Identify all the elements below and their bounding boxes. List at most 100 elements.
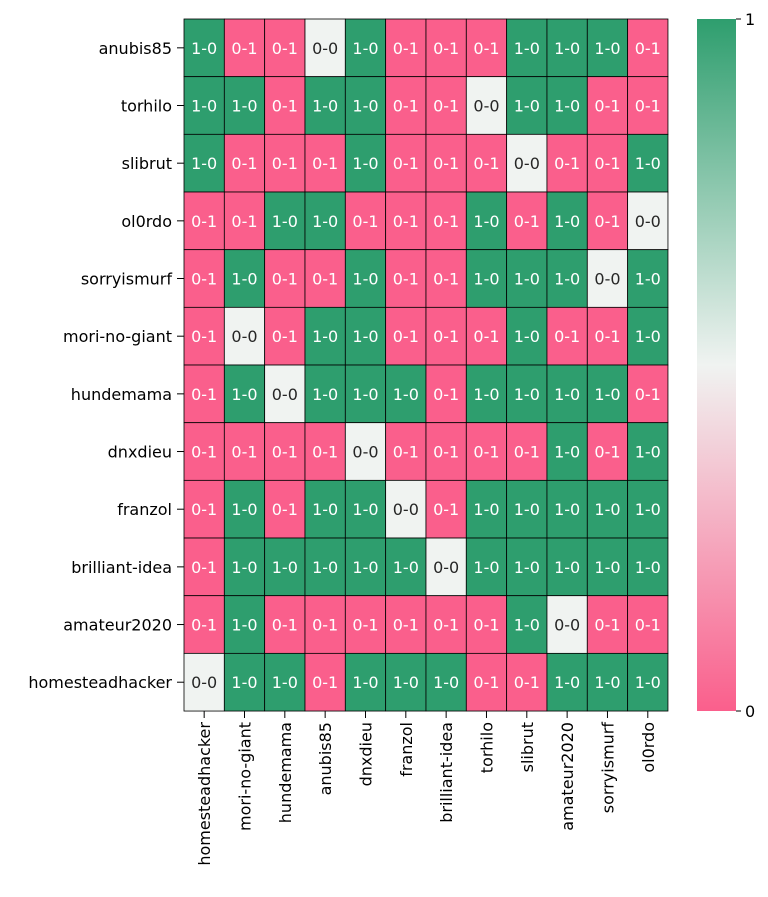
cell-annotation: 0-1 [231,212,257,231]
cell-annotation: 0-1 [433,212,459,231]
cell-annotation: 0-1 [312,616,338,635]
cell-annotation: 1-0 [473,270,499,289]
heatmap-cell [465,364,508,424]
cell-annotation: 1-0 [473,212,499,231]
cell-annotation: 1-0 [514,616,540,635]
cell-annotation: 0-1 [191,500,217,519]
cell-annotation: 0-1 [191,558,217,577]
cell-annotation: 1-0 [635,270,661,289]
cell-annotation: 0-1 [635,616,661,635]
cell-annotation: 1-0 [352,558,378,577]
heatmap-cell [344,249,387,308]
heatmap-cell [344,652,387,712]
heatmap-cell [344,191,387,251]
row-label: ol0rdo [121,212,172,231]
cell-annotation: 0-1 [272,270,298,289]
heatmap-cell [465,652,508,712]
heatmap-cell [385,595,427,654]
heatmap-cell [183,191,225,251]
row-label: dnxdieu [108,443,172,462]
heatmap-cell [425,249,467,308]
row-label: homesteadhacker [28,673,172,692]
cell-annotation: 0-1 [594,212,620,231]
column-label: hundemama [276,722,295,823]
cell-annotation: 0-1 [514,212,540,231]
row-label: mori-no-giant [63,327,172,346]
cell-annotation: 1-0 [635,327,661,346]
colorbar-tick-label-max: 1 [745,10,755,29]
cell-annotation: 0-1 [594,97,620,116]
heatmap-cell [264,364,306,424]
heatmap-cell [344,133,387,193]
heatmap-cell [223,595,266,654]
cell-annotation: 0-1 [272,39,298,58]
cell-annotation: 1-0 [554,443,580,462]
cell-annotation: 0-1 [272,154,298,173]
heatmap-cell [506,364,548,424]
cell-annotation: 0-1 [393,154,419,173]
cell-annotation: 0-1 [635,97,661,116]
heatmap-cell [183,595,225,654]
cell-annotation: 0-1 [433,443,459,462]
cell-annotation: 0-1 [191,616,217,635]
cell-annotation: 0-0 [272,385,298,404]
cell-annotation: 0-1 [393,39,419,58]
cell-annotation: 1-0 [352,327,378,346]
heatmap-cell [264,133,306,193]
heatmap-cell [344,422,387,481]
heatmap-cell [627,479,669,539]
cell-annotation: 0-1 [554,154,580,173]
cell-annotation: 0-1 [272,97,298,116]
cell-annotation: 1-0 [191,154,217,173]
heatmap-cell [264,18,306,78]
cell-annotation: 1-0 [352,673,378,692]
cell-annotation: 0-1 [514,443,540,462]
heatmap-cell [546,76,588,135]
cell-annotation: 0-1 [514,673,540,692]
cell-annotation: 0-1 [473,39,499,58]
cell-annotation: 0-1 [312,443,338,462]
heatmap-cell [586,249,629,308]
cell-annotation: 1-0 [514,97,540,116]
cell-annotation: 1-0 [312,500,338,519]
row-label: torhilo [121,97,172,116]
cell-annotation: 1-0 [635,558,661,577]
heatmap-cell [183,537,225,597]
cell-annotation: 1-0 [554,39,580,58]
heatmap-cell [506,479,548,539]
heatmap-cell [465,595,508,654]
column-label: slibrut [518,722,537,772]
cell-annotation: 0-1 [554,327,580,346]
heatmap-cell [183,652,225,712]
heatmap-cell [465,306,508,366]
row-labels: anubis85 torhilo slibrut ol0rdo sorryismurf m… [28,39,184,692]
heatmap-cell [506,595,548,654]
cell-annotation: 0-1 [231,443,257,462]
heatmap-cell [223,537,266,597]
cell-annotation: 0-1 [635,39,661,58]
cell-annotation: 0-1 [594,616,620,635]
heatmap-cell [546,249,588,308]
heatmap-cell [183,364,225,424]
heatmap-cell [546,18,588,78]
heatmap-cell [425,652,467,712]
heatmap-cell [586,652,629,712]
heatmap-cell [627,76,669,135]
cell-annotation: 1-0 [594,500,620,519]
heatmap-cell [425,422,467,481]
heatmap-cell [506,191,548,251]
heatmap-cell [506,537,548,597]
cell-annotation: 1-0 [554,270,580,289]
heatmap-cell [506,422,548,481]
heatmap-cell [344,479,387,539]
heatmap-cell [304,76,346,135]
cell-annotation: 0-1 [433,616,459,635]
heatmap-cell [627,249,669,308]
heatmap-cell [546,364,588,424]
row-label: brilliant-idea [71,558,172,577]
column-label: franzol [397,722,416,777]
cell-annotation: 1-0 [514,558,540,577]
cell-annotation: 0-1 [393,616,419,635]
cell-annotation: 1-0 [352,39,378,58]
heatmap-cell [264,422,306,481]
